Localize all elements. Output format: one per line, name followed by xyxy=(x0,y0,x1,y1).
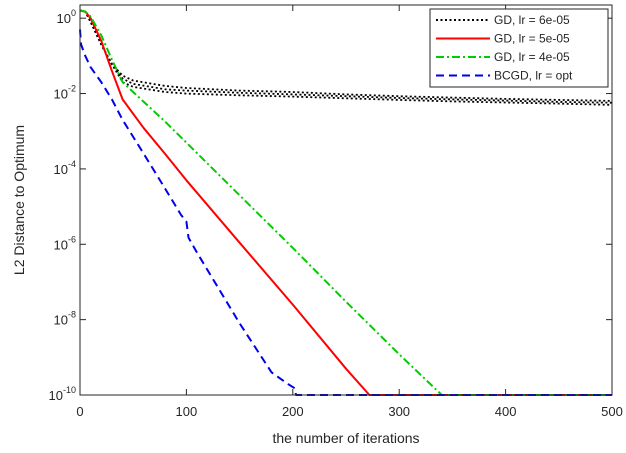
y-axis-label: L2 Distance to Optimum xyxy=(11,125,27,275)
y-tick-exponent: -8 xyxy=(68,310,76,320)
x-tick-label: 400 xyxy=(495,404,517,419)
legend-box xyxy=(429,8,609,88)
y-tick-exponent: 0 xyxy=(71,8,76,18)
y-tick-label: 100 xyxy=(57,8,76,26)
x-tick-label: 100 xyxy=(176,404,198,419)
series-line-3 xyxy=(79,9,612,396)
y-tick-base: 10 xyxy=(57,11,71,26)
y-tick-label: 10-10 xyxy=(49,385,76,403)
x-tick-label: 0 xyxy=(76,404,83,419)
y-tick-base: 10 xyxy=(54,237,68,252)
y-tick-base: 10 xyxy=(54,162,68,177)
series-line-1-1 xyxy=(79,9,613,102)
y-tick-base: 10 xyxy=(54,313,68,328)
y-tick-exponent: -6 xyxy=(68,234,76,244)
legend-label: GD, lr = 5e-05 xyxy=(494,32,570,46)
y-tick-label: 10-2 xyxy=(54,84,76,102)
x-axis-label: the number of iterations xyxy=(272,430,419,446)
x-tick-label: 200 xyxy=(282,404,304,419)
legend-label: GD, lr = 6e-05 xyxy=(494,13,570,27)
y-tick-base: 10 xyxy=(49,388,63,403)
legend: GD, lr = 6e-05 GD, lr = 5e-05 GD, lr = 4e-… xyxy=(429,8,609,88)
legend-label: BCGD, lr = opt xyxy=(494,69,573,83)
y-tick-label: 10-8 xyxy=(54,310,76,328)
y-tick-label: 10-6 xyxy=(54,234,76,252)
x-tick-label: 500 xyxy=(601,404,623,419)
y-tick-exponent: -2 xyxy=(68,84,76,94)
y-tick-exponent: -4 xyxy=(68,159,76,169)
x-tick-label: 300 xyxy=(388,404,410,419)
plot-area-frame xyxy=(79,4,613,396)
legend-label: GD, lr = 4e-05 xyxy=(494,50,570,64)
y-tick-base: 10 xyxy=(54,87,68,102)
y-tick-label: 10-4 xyxy=(54,159,76,177)
y-tick-exponent: -10 xyxy=(63,385,76,395)
x-axis-ticks: 0 100 200 300 400 500 xyxy=(76,5,623,419)
